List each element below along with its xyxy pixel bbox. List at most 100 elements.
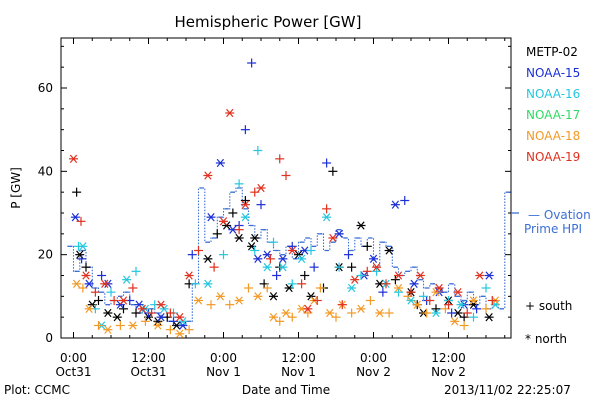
noaa-18-south-point bbox=[315, 283, 325, 293]
legend-noaa-17: NOAA-17 bbox=[526, 108, 580, 122]
star-d2 bbox=[122, 275, 131, 284]
noaa-19-south-point bbox=[234, 225, 244, 235]
noaa-18-north-point bbox=[469, 296, 478, 305]
noaa-15-north-point bbox=[409, 279, 419, 289]
star-d2 bbox=[357, 304, 365, 314]
noaa-19-south-point bbox=[250, 187, 260, 197]
noaa-16-north-point bbox=[240, 212, 250, 222]
noaa-15-north-point bbox=[206, 212, 216, 222]
noaa-15-south-point bbox=[169, 316, 178, 326]
metp-02-south-point bbox=[131, 308, 141, 318]
noaa-18-south-point bbox=[225, 300, 235, 310]
metp-02-south-point bbox=[362, 241, 372, 251]
noaa-19-north-point bbox=[184, 271, 194, 280]
noaa-16-south-point bbox=[372, 266, 382, 276]
noaa-18-north-point bbox=[72, 279, 82, 289]
noaa-16-south-point bbox=[306, 246, 316, 255]
star-d2 bbox=[76, 250, 84, 259]
metp-02-south-point bbox=[431, 304, 441, 314]
star-d2 bbox=[294, 250, 303, 259]
star-d2 bbox=[263, 262, 271, 272]
noaa-19-north-point bbox=[328, 233, 338, 243]
noaa-19-north-point bbox=[225, 108, 235, 118]
north-marker-legend: * north bbox=[525, 332, 567, 346]
noaa-16-south-point bbox=[394, 287, 403, 297]
star-d2 bbox=[185, 271, 193, 280]
noaa-19-north-point bbox=[475, 271, 485, 280]
star-d2 bbox=[157, 300, 165, 309]
noaa-19-north-point bbox=[434, 283, 444, 293]
noaa-15-north-point bbox=[84, 279, 94, 289]
noaa-15-north-point bbox=[278, 254, 288, 264]
noaa-18-south-point bbox=[94, 321, 103, 330]
noaa-16-south-point bbox=[469, 312, 478, 322]
noaa-16-north-point bbox=[203, 279, 213, 289]
noaa-19-north-point bbox=[156, 300, 166, 309]
noaa-16-south-point bbox=[106, 287, 116, 297]
noaa-18-south-point bbox=[287, 312, 297, 322]
star-d2 bbox=[160, 304, 168, 314]
star-d2 bbox=[176, 329, 184, 339]
noaa-15-south-point bbox=[240, 125, 250, 135]
star-d2 bbox=[229, 225, 237, 234]
noaa-15-north-point bbox=[334, 229, 344, 239]
x-axis-label: Date and Time bbox=[242, 383, 330, 397]
noaa-15-south-point bbox=[187, 250, 197, 260]
ovation-legend-line2: Prime HPI bbox=[524, 222, 582, 236]
metp-02-south-point bbox=[94, 296, 103, 305]
noaa-15-south-point bbox=[256, 200, 266, 210]
metp-02-south-point bbox=[300, 271, 310, 280]
noaa-19-north-point bbox=[453, 287, 463, 297]
star-d2 bbox=[416, 271, 425, 280]
star-d2 bbox=[85, 279, 93, 289]
noaa-16-south-point bbox=[250, 246, 260, 255]
noaa-18-south-point bbox=[422, 308, 432, 318]
star-d2 bbox=[357, 221, 365, 230]
star-d2 bbox=[385, 246, 393, 255]
noaa-15-south-point bbox=[447, 308, 457, 318]
metp-02-south-point bbox=[228, 208, 238, 218]
star-d2 bbox=[288, 246, 296, 255]
star-d2 bbox=[301, 246, 309, 255]
star-d2 bbox=[204, 279, 212, 289]
star-d2 bbox=[269, 312, 278, 322]
noaa-19-south-point bbox=[487, 296, 497, 305]
x-tick-label-date: Oct31 bbox=[130, 365, 166, 379]
x-tick-label-time: 0:00 bbox=[360, 351, 387, 365]
noaa-18-north-point bbox=[412, 300, 422, 309]
legend-noaa-16: NOAA-16 bbox=[526, 87, 580, 101]
noaa-16-south-point bbox=[190, 279, 200, 289]
noaa-19-south-point bbox=[265, 254, 275, 264]
noaa-18-north-point bbox=[375, 308, 385, 318]
metp-02-north-point bbox=[234, 233, 244, 243]
noaa-18-south-point bbox=[331, 312, 341, 322]
noaa-18-north-point bbox=[325, 308, 335, 318]
noaa-18-north-point bbox=[194, 296, 203, 305]
noaa-15-south-point bbox=[378, 287, 388, 297]
noaa-19-south-point bbox=[109, 296, 119, 305]
star-d2 bbox=[216, 292, 225, 301]
star-d2 bbox=[219, 217, 228, 226]
star-d2 bbox=[179, 317, 187, 326]
y-axis-ticks: 0 20 40 60 bbox=[38, 45, 511, 345]
metp-02-north-point bbox=[153, 317, 163, 326]
noaa-18-south-point bbox=[244, 283, 253, 293]
noaa-19-south-point bbox=[147, 308, 157, 318]
star-d2 bbox=[269, 292, 278, 301]
noaa-19-north-point bbox=[350, 275, 360, 284]
noaa-15-south-point bbox=[287, 241, 297, 251]
noaa-18-north-point bbox=[269, 312, 278, 322]
metp-02-south-point bbox=[81, 262, 91, 272]
star-d2 bbox=[104, 325, 112, 334]
star-d2 bbox=[135, 300, 143, 309]
noaa-15-south-point bbox=[77, 254, 87, 264]
noaa-16-south-point bbox=[419, 291, 428, 301]
star-d2 bbox=[101, 279, 109, 289]
y-tick-label: 0 bbox=[45, 331, 53, 345]
star-d2 bbox=[454, 287, 462, 297]
x-tick-label-time: 12:00 bbox=[281, 351, 316, 365]
noaa-16-north-point bbox=[78, 242, 88, 251]
noaa-19-north-point bbox=[240, 200, 250, 209]
star-d2 bbox=[254, 254, 262, 264]
noaa-16-north-point bbox=[347, 283, 357, 293]
